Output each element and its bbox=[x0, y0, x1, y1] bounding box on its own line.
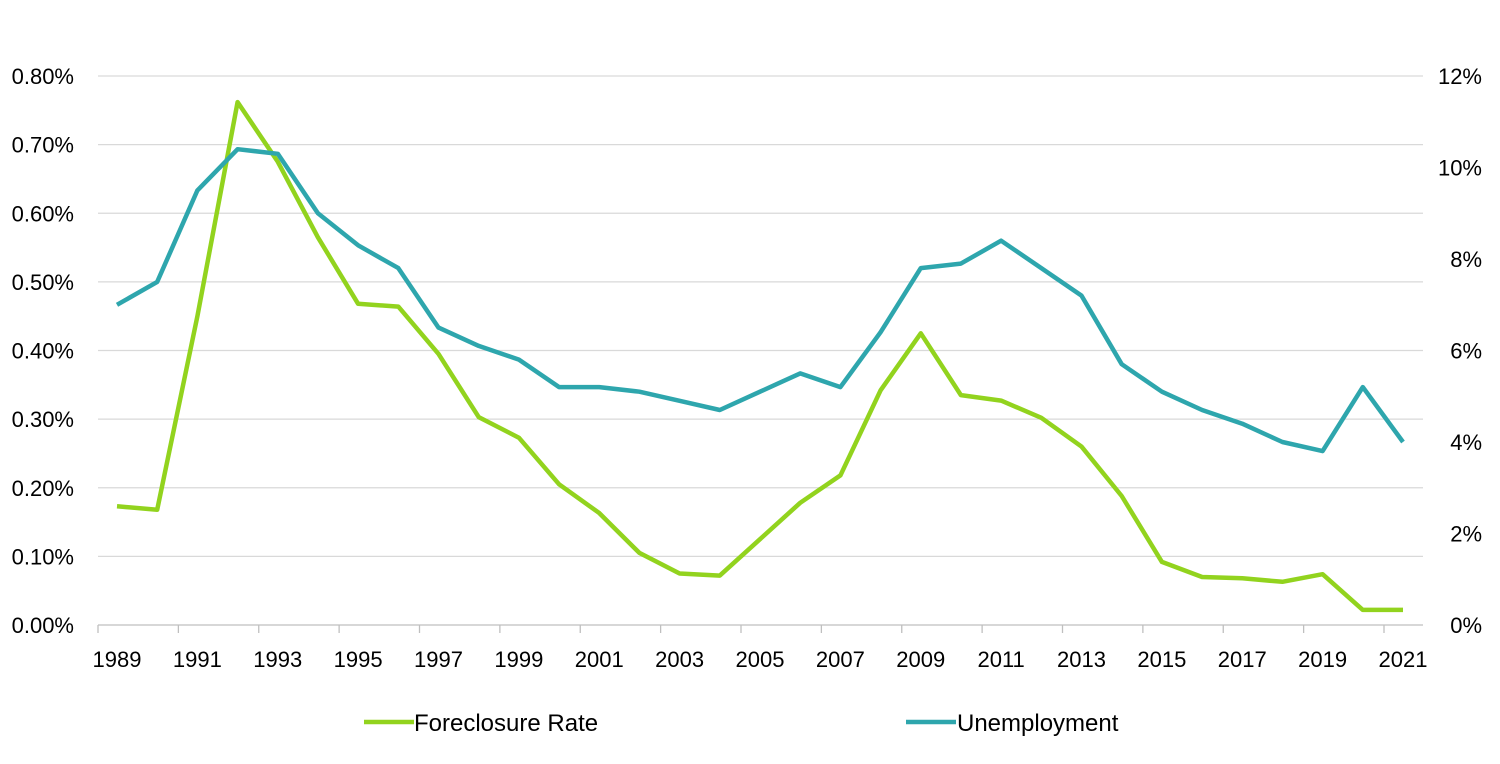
x-tick-label: 1993 bbox=[253, 647, 302, 672]
legend-item-foreclosure-rate: Foreclosure Rate bbox=[364, 710, 598, 737]
x-tick-label: 2013 bbox=[1057, 647, 1106, 672]
right-tick-label: 8% bbox=[1450, 247, 1482, 272]
left-tick-label: 0.60% bbox=[12, 201, 74, 226]
x-tick-label: 1989 bbox=[93, 647, 142, 672]
left-tick-label: 0.50% bbox=[12, 270, 74, 295]
left-tick-label: 0.80% bbox=[12, 64, 74, 89]
x-tick-label: 2021 bbox=[1379, 647, 1428, 672]
right-tick-label: 0% bbox=[1450, 613, 1482, 638]
right-tick-label: 6% bbox=[1450, 339, 1482, 364]
left-tick-label: 0.30% bbox=[12, 407, 74, 432]
x-tick-label: 2005 bbox=[736, 647, 785, 672]
x-tick-label: 2009 bbox=[896, 647, 945, 672]
x-tick-label: 1991 bbox=[173, 647, 222, 672]
left-tick-label: 0.70% bbox=[12, 133, 74, 158]
legend: Foreclosure Rate Unemployment bbox=[364, 710, 1119, 737]
left-tick-label: 0.00% bbox=[12, 613, 74, 638]
left-y-axis: 0.00% 0.10% 0.20% 0.30% 0.40% 0.50% 0.60% 0.70%… bbox=[12, 64, 74, 638]
right-y-axis: 0% 2% 4% 6% 8% 10% 12% bbox=[1438, 64, 1482, 638]
x-tick-label: 1997 bbox=[414, 647, 463, 672]
x-tick-label: 2019 bbox=[1298, 647, 1347, 672]
x-tick-label: 2015 bbox=[1137, 647, 1186, 672]
legend-label: Foreclosure Rate bbox=[414, 710, 598, 737]
x-axis: 1989 1991 1993 1995 1997 1999 2001 2003 2005 2007… bbox=[93, 624, 1428, 672]
x-tick-label: 2001 bbox=[575, 647, 624, 672]
legend-item-unemployment: Unemployment bbox=[906, 710, 1119, 737]
right-tick-label: 2% bbox=[1450, 522, 1482, 547]
series-lines bbox=[115, 99, 1405, 613]
gridlines bbox=[98, 75, 1423, 558]
left-tick-label: 0.20% bbox=[12, 476, 74, 501]
x-tick-label: 1995 bbox=[334, 647, 383, 672]
right-tick-label: 10% bbox=[1438, 156, 1482, 181]
x-tick-label: 1999 bbox=[494, 647, 543, 672]
x-tick-label: 2003 bbox=[655, 647, 704, 672]
legend-label: Unemployment bbox=[957, 710, 1119, 737]
right-tick-label: 12% bbox=[1438, 64, 1482, 89]
series-line-foreclosure-rate bbox=[116, 99, 1403, 613]
x-tick-label: 2017 bbox=[1218, 647, 1267, 672]
right-tick-label: 4% bbox=[1450, 430, 1482, 455]
x-tick-label: 2007 bbox=[816, 647, 865, 672]
left-tick-label: 0.10% bbox=[12, 544, 74, 569]
left-tick-label: 0.40% bbox=[12, 339, 74, 364]
x-tick-label: 2011 bbox=[977, 647, 1024, 672]
series-line-unemployment bbox=[115, 146, 1405, 454]
